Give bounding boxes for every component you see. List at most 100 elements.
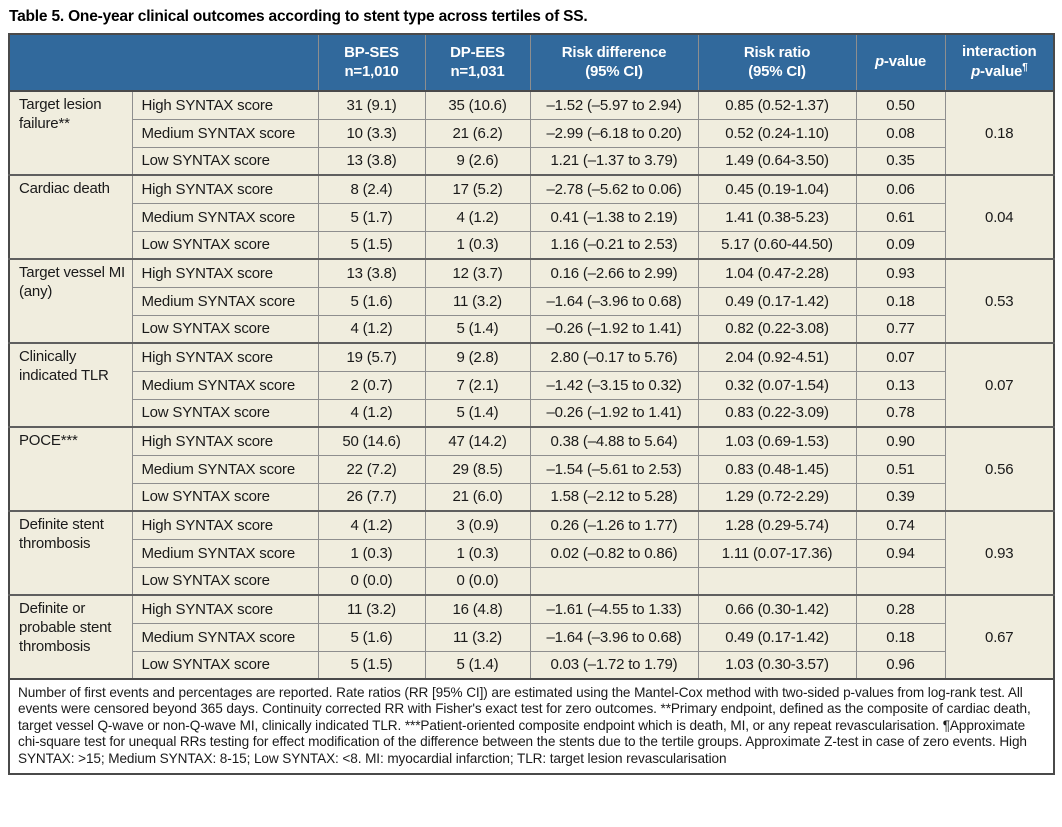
risk-difference-cell: –0.26 (–1.92 to 1.41)	[529, 314, 699, 344]
risk-difference-cell	[529, 566, 699, 596]
bp-ses-cell: 31 (9.1)	[317, 90, 426, 120]
p-value-cell: 0.09	[855, 230, 946, 260]
dp-ees-cell: 7 (2.1)	[424, 370, 531, 400]
risk-difference-cell: –1.61 (–4.55 to 1.33)	[529, 594, 699, 624]
risk-ratio-cell: 1.03 (0.69-1.53)	[697, 426, 857, 456]
dp-ees-cell: 1 (0.3)	[424, 538, 531, 568]
risk-difference-cell: –0.26 (–1.92 to 1.41)	[529, 398, 699, 428]
table-row: POCE*** High SYNTAX score 50 (14.6) 47 (14.…	[8, 426, 1055, 512]
dp-ees-cell: 11 (3.2)	[424, 622, 531, 652]
syntax-score-cell: High SYNTAX score	[131, 342, 319, 372]
p-value-cell: 0.51	[855, 454, 946, 484]
table-row: Clinically indicated TLR High SYNTAX scor…	[8, 342, 1055, 428]
p-value-cell: 0.90	[855, 426, 946, 456]
syntax-score-cell: High SYNTAX score	[131, 258, 319, 288]
risk-difference-cell: –1.52 (–5.97 to 2.94)	[529, 90, 699, 120]
syntax-score-cell: High SYNTAX score	[131, 426, 319, 456]
bp-ses-cell: 4 (1.2)	[317, 314, 426, 344]
col-header-bp-ses: BP-SES n=1,010	[317, 33, 426, 92]
bp-ses-label: BP-SES	[344, 43, 399, 61]
risk-ratio-cell	[697, 566, 857, 596]
interaction-p-value-cell: 0.56	[944, 426, 1055, 512]
pilcrow-mark: ¶	[1022, 62, 1028, 73]
bp-ses-cell: 10 (3.3)	[317, 118, 426, 148]
bp-ses-cell: 13 (3.8)	[317, 258, 426, 288]
interaction-p-value-cell: 0.18	[944, 90, 1055, 176]
table-title: Table 5. One-year clinical outcomes acco…	[9, 8, 588, 25]
table-row: Target lesion failure** High SYNTAX score…	[8, 90, 1055, 176]
dp-ees-cell: 4 (1.2)	[424, 202, 531, 232]
risk-ratio-cell: 2.04 (0.92-4.51)	[697, 342, 857, 372]
bp-ses-cell: 26 (7.7)	[317, 482, 426, 512]
table-row: Medium SYNTAX score 22 (7.2) 29 (8.5) –1.54…	[9, 454, 1054, 484]
table-row: Medium SYNTAX score 5 (1.7) 4 (1.2) 0.41 (–…	[9, 202, 1054, 232]
outcome-cell: Definite stent thrombosis	[8, 510, 133, 596]
dp-ees-cell: 35 (10.6)	[424, 90, 531, 120]
risk-difference-cell: –1.42 (–3.15 to 0.32)	[529, 370, 699, 400]
risk-difference-cell: 0.03 (–1.72 to 1.79)	[529, 650, 699, 680]
syntax-score-cell: Low SYNTAX score	[131, 314, 319, 344]
bp-ses-cell: 4 (1.2)	[317, 398, 426, 428]
p-value-cell: 0.50	[855, 90, 946, 120]
p-value-cell: 0.93	[855, 258, 946, 288]
table-row: Medium SYNTAX score 5 (1.6) 11 (3.2) –1.64 …	[9, 622, 1054, 652]
syntax-score-cell: Medium SYNTAX score	[131, 622, 319, 652]
risk-difference-cell: 0.41 (–1.38 to 2.19)	[529, 202, 699, 232]
risk-ratio-cell: 0.45 (0.19-1.04)	[697, 174, 857, 204]
p-value-cell: 0.74	[855, 510, 946, 540]
table-row: Low SYNTAX score 5 (1.5) 1 (0.3) 1.16 (–0.2…	[9, 230, 1054, 260]
p-value-cell: 0.77	[855, 314, 946, 344]
p-value-cell: 0.18	[855, 622, 946, 652]
p-value-cell: 0.13	[855, 370, 946, 400]
table-body: Target lesion failure** High SYNTAX score…	[8, 90, 1055, 680]
table-row: Low SYNTAX score 4 (1.2) 5 (1.4) –0.26 (–1.…	[9, 314, 1054, 344]
dp-ees-cell: 47 (14.2)	[424, 426, 531, 456]
dp-ees-cell: 5 (1.4)	[424, 398, 531, 428]
risk-difference-cell: –2.78 (–5.62 to 0.06)	[529, 174, 699, 204]
syntax-score-cell: Medium SYNTAX score	[131, 118, 319, 148]
col-header-interaction-p-value: interaction p-value¶	[944, 33, 1055, 92]
table-row: Low SYNTAX score 5 (1.5) 5 (1.4) 0.03 (–1.7…	[9, 650, 1054, 680]
risk-ratio-cell: 0.49 (0.17-1.42)	[697, 286, 857, 316]
table-row: Low SYNTAX score 0 (0.0) 0 (0.0)	[9, 566, 1054, 596]
outcome-cell: Definite or probable stent thrombosis	[8, 594, 133, 680]
risk-ratio-cell: 1.49 (0.64-3.50)	[697, 146, 857, 176]
risk-difference-cell: 1.21 (–1.37 to 3.79)	[529, 146, 699, 176]
bp-ses-cell: 50 (14.6)	[317, 426, 426, 456]
risk-difference-cell: –2.99 (–6.18 to 0.20)	[529, 118, 699, 148]
p-value-cell	[855, 566, 946, 596]
p-value-cell: 0.78	[855, 398, 946, 428]
col-header-p-value: p-value	[855, 33, 946, 92]
risk-ratio-cell: 5.17 (0.60-44.50)	[697, 230, 857, 260]
risk-difference-cell: –1.64 (–3.96 to 0.68)	[529, 622, 699, 652]
outcome-cell: Cardiac death	[8, 174, 133, 260]
corner-cell	[8, 33, 319, 92]
bp-ses-cell: 5 (1.7)	[317, 202, 426, 232]
p-value-cell: 0.18	[855, 286, 946, 316]
bp-ses-cell: 8 (2.4)	[317, 174, 426, 204]
table-row: Cardiac death High SYNTAX score 8 (2.4) 17 …	[8, 174, 1055, 260]
syntax-score-cell: Low SYNTAX score	[131, 146, 319, 176]
dp-ees-cell: 9 (2.8)	[424, 342, 531, 372]
col-header-risk-ratio: Risk ratio (95% CI)	[697, 33, 857, 92]
p-value-cell: 0.08	[855, 118, 946, 148]
risk-ratio-cell: 0.66 (0.30-1.42)	[697, 594, 857, 624]
syntax-score-cell: Medium SYNTAX score	[131, 202, 319, 232]
table-row: Low SYNTAX score 26 (7.7) 21 (6.0) 1.58 (–2…	[9, 482, 1054, 512]
bp-ses-cell: 11 (3.2)	[317, 594, 426, 624]
bp-ses-cell: 5 (1.5)	[317, 230, 426, 260]
dp-ees-cell: 0 (0.0)	[424, 566, 531, 596]
bp-ses-cell: 1 (0.3)	[317, 538, 426, 568]
col-header-dp-ees: DP-EES n=1,031	[424, 33, 531, 92]
col-header-risk-difference: Risk difference (95% CI)	[529, 33, 699, 92]
outcomes-table: BP-SES n=1,010 DP-EES n=1,031 Risk diffe…	[8, 33, 1055, 776]
risk-ratio-cell: 1.04 (0.47-2.28)	[697, 258, 857, 288]
table-row: Medium SYNTAX score 5 (1.6) 11 (3.2) –1.64 …	[9, 286, 1054, 316]
p-value-cell: 0.61	[855, 202, 946, 232]
p-value-cell: 0.28	[855, 594, 946, 624]
p-value-cell: 0.39	[855, 482, 946, 512]
risk-ratio-cell: 1.41 (0.38-5.23)	[697, 202, 857, 232]
page: Table 5. One-year clinical outcomes acco…	[8, 8, 1055, 776]
table-row: Target vessel MI (any) High SYNTAX score 1…	[8, 258, 1055, 344]
table-row: Low SYNTAX score 13 (3.8) 9 (2.6) 1.21 (–1.…	[9, 146, 1054, 176]
